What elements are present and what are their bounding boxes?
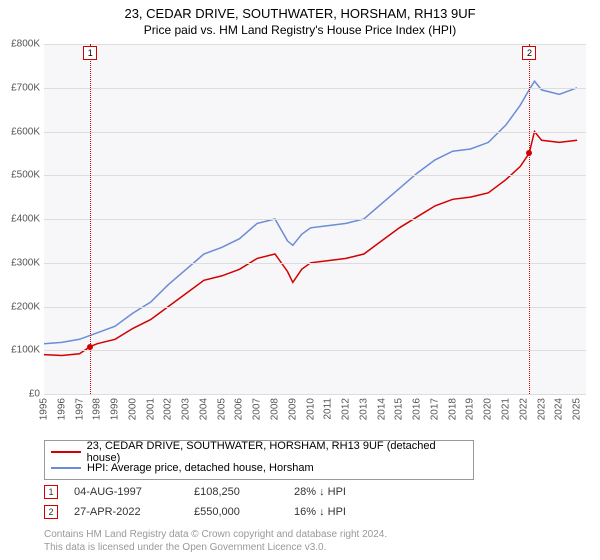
legend-swatch	[51, 451, 81, 453]
sale-row: 2 27-APR-2022£550,00016% ↓ HPI	[44, 502, 346, 522]
plot-area: 12	[44, 44, 586, 394]
sale-index-box: 2	[44, 505, 58, 519]
xtick-label: 2007	[252, 398, 263, 420]
sale-delta: 28% ↓ HPI	[294, 486, 346, 498]
ytick-label: £600K	[0, 126, 40, 137]
ytick-label: £0	[0, 389, 40, 400]
ytick-label: £500K	[0, 170, 40, 181]
xtick-label: 2003	[181, 398, 192, 420]
xtick-label: 2006	[234, 398, 245, 420]
xtick-label: 2010	[305, 398, 316, 420]
sale-events: 1 04-AUG-1997£108,25028% ↓ HPI 2 27-APR-202…	[44, 482, 346, 522]
xtick-label: 2012	[341, 398, 352, 420]
xtick-label: 2011	[323, 398, 334, 420]
sale-date: 04-AUG-1997	[74, 486, 194, 498]
footer-line-1: Contains HM Land Registry data © Crown c…	[44, 528, 387, 541]
sale-index-box: 1	[44, 485, 58, 499]
sale-price: £108,250	[194, 486, 294, 498]
xtick-label: 2021	[501, 398, 512, 420]
xtick-label: 1996	[56, 398, 67, 420]
legend-item: 23, CEDAR DRIVE, SOUTHWATER, HORSHAM, RH…	[51, 444, 467, 460]
sale-price: £550,000	[194, 506, 294, 518]
legend: 23, CEDAR DRIVE, SOUTHWATER, HORSHAM, RH…	[44, 440, 474, 480]
chart-subtitle: Price paid vs. HM Land Registry's House …	[0, 21, 600, 41]
ytick-label: £700K	[0, 82, 40, 93]
xtick-label: 2001	[145, 398, 156, 420]
chart-container: 23, CEDAR DRIVE, SOUTHWATER, HORSHAM, RH…	[0, 0, 600, 560]
xtick-label: 2014	[376, 398, 387, 420]
xtick-label: 2013	[358, 398, 369, 420]
ytick-label: £400K	[0, 214, 40, 225]
sale-dot	[87, 344, 93, 350]
xtick-label: 1998	[92, 398, 103, 420]
sale-dot	[526, 150, 532, 156]
sale-row: 1 04-AUG-1997£108,25028% ↓ HPI	[44, 482, 346, 502]
series-line	[44, 81, 577, 344]
xtick-label: 2019	[465, 398, 476, 420]
sale-marker-box: 1	[83, 46, 97, 60]
xtick-label: 2015	[394, 398, 405, 420]
legend-swatch	[51, 467, 81, 469]
xtick-label: 2025	[572, 398, 583, 420]
ytick-label: £100K	[0, 345, 40, 356]
xtick-label: 2023	[536, 398, 547, 420]
xtick-label: 2005	[216, 398, 227, 420]
ytick-label: £300K	[0, 257, 40, 268]
footer-line-2: This data is licensed under the Open Gov…	[44, 541, 387, 554]
ytick-label: £200K	[0, 301, 40, 312]
xtick-label: 2002	[163, 398, 174, 420]
sale-marker-box: 2	[522, 46, 536, 60]
xtick-label: 1997	[74, 398, 85, 420]
xtick-label: 2017	[429, 398, 440, 420]
xtick-label: 2004	[198, 398, 209, 420]
xtick-label: 2020	[483, 398, 494, 420]
xtick-label: 2024	[554, 398, 565, 420]
legend-label: HPI: Average price, detached house, Hors…	[87, 462, 314, 474]
xtick-label: 2009	[287, 398, 298, 420]
sale-delta: 16% ↓ HPI	[294, 506, 346, 518]
footer-attribution: Contains HM Land Registry data © Crown c…	[44, 528, 387, 554]
sale-date: 27-APR-2022	[74, 506, 194, 518]
xtick-label: 2018	[447, 398, 458, 420]
xtick-label: 2016	[412, 398, 423, 420]
xtick-label: 1999	[110, 398, 121, 420]
chart-title: 23, CEDAR DRIVE, SOUTHWATER, HORSHAM, RH…	[0, 0, 600, 21]
xtick-label: 2008	[270, 398, 281, 420]
xtick-label: 2000	[127, 398, 138, 420]
legend-label: 23, CEDAR DRIVE, SOUTHWATER, HORSHAM, RH…	[87, 440, 467, 464]
series-line	[44, 132, 577, 356]
xtick-label: 2022	[518, 398, 529, 420]
ytick-label: £800K	[0, 39, 40, 50]
xtick-label: 1995	[39, 398, 50, 420]
